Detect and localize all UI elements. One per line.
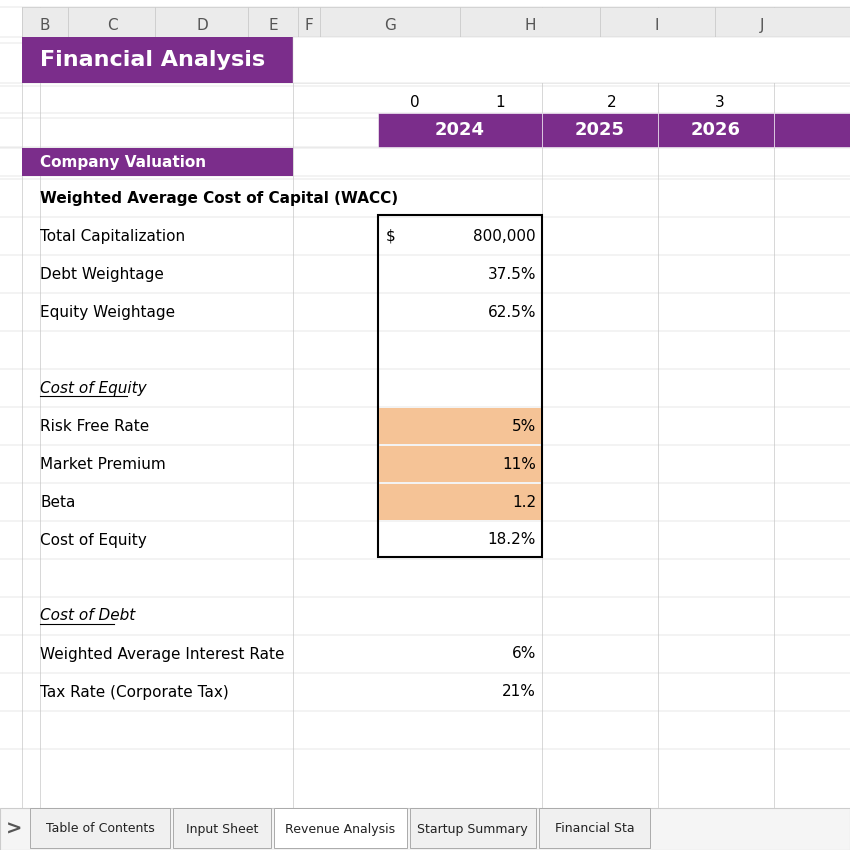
Text: Equity Weightage: Equity Weightage xyxy=(40,304,175,320)
Text: Market Premium: Market Premium xyxy=(40,456,166,472)
Text: Company Valuation: Company Valuation xyxy=(40,155,206,169)
Bar xyxy=(658,113,774,147)
Bar xyxy=(410,808,536,848)
Text: 0: 0 xyxy=(411,94,420,110)
Bar xyxy=(379,484,541,520)
Text: Debt Weightage: Debt Weightage xyxy=(40,267,164,281)
Text: Financial Analysis: Financial Analysis xyxy=(40,50,265,70)
Bar xyxy=(274,808,407,848)
Text: J: J xyxy=(760,18,764,32)
Bar xyxy=(30,808,170,848)
Text: 2: 2 xyxy=(607,94,617,110)
Bar xyxy=(173,808,270,848)
Bar xyxy=(379,446,541,482)
Bar xyxy=(22,37,293,83)
Text: Risk Free Rate: Risk Free Rate xyxy=(40,418,150,434)
Text: 1.2: 1.2 xyxy=(512,495,536,509)
Text: Input Sheet: Input Sheet xyxy=(186,823,258,836)
Bar xyxy=(600,7,715,43)
Text: Cost of Equity: Cost of Equity xyxy=(40,381,146,395)
Text: 62.5%: 62.5% xyxy=(488,304,536,320)
Text: Cost of Equity: Cost of Equity xyxy=(40,532,147,547)
Text: 2024: 2024 xyxy=(435,121,485,139)
Bar xyxy=(298,7,320,43)
Text: 6%: 6% xyxy=(512,647,536,661)
Text: C: C xyxy=(107,18,117,32)
Text: Financial Sta: Financial Sta xyxy=(555,823,634,836)
Text: 5%: 5% xyxy=(512,418,536,434)
Text: 21%: 21% xyxy=(502,684,536,700)
Bar xyxy=(715,7,850,43)
Bar xyxy=(155,7,248,43)
Bar xyxy=(68,7,155,43)
Text: 2026: 2026 xyxy=(691,121,741,139)
Text: $: $ xyxy=(386,229,396,243)
Text: I: I xyxy=(654,18,660,32)
Text: Beta: Beta xyxy=(40,495,76,509)
Text: F: F xyxy=(304,18,314,32)
Text: Total Capitalization: Total Capitalization xyxy=(40,229,185,243)
Text: Startup Summary: Startup Summary xyxy=(417,823,528,836)
Bar xyxy=(774,113,850,147)
Text: Cost of Debt: Cost of Debt xyxy=(40,609,135,624)
Bar xyxy=(293,37,850,83)
Text: Weighted Average Interest Rate: Weighted Average Interest Rate xyxy=(40,647,285,661)
Bar xyxy=(378,113,542,147)
Bar xyxy=(320,7,460,43)
Text: 18.2%: 18.2% xyxy=(488,532,536,547)
Text: 800,000: 800,000 xyxy=(473,229,536,243)
Text: Table of Contents: Table of Contents xyxy=(46,823,155,836)
Text: B: B xyxy=(40,18,50,32)
Text: 1: 1 xyxy=(496,94,505,110)
Text: 37.5%: 37.5% xyxy=(488,267,536,281)
Bar xyxy=(539,808,650,848)
Bar xyxy=(0,808,850,850)
Bar xyxy=(22,7,68,43)
Text: 11%: 11% xyxy=(502,456,536,472)
Bar xyxy=(248,7,298,43)
Text: >: > xyxy=(6,819,22,838)
Text: G: G xyxy=(384,18,396,32)
Text: D: D xyxy=(196,18,208,32)
Text: 3: 3 xyxy=(715,94,725,110)
Bar xyxy=(379,408,541,444)
Text: Revenue Analysis: Revenue Analysis xyxy=(285,823,395,836)
Text: 2025: 2025 xyxy=(575,121,625,139)
Text: Tax Rate (Corporate Tax): Tax Rate (Corporate Tax) xyxy=(40,684,229,700)
Text: E: E xyxy=(269,18,278,32)
Bar xyxy=(460,7,600,43)
Bar xyxy=(22,148,293,176)
Bar xyxy=(542,113,658,147)
Bar xyxy=(378,215,542,557)
Text: Weighted Average Cost of Capital (WACC): Weighted Average Cost of Capital (WACC) xyxy=(40,190,398,206)
Text: H: H xyxy=(524,18,536,32)
